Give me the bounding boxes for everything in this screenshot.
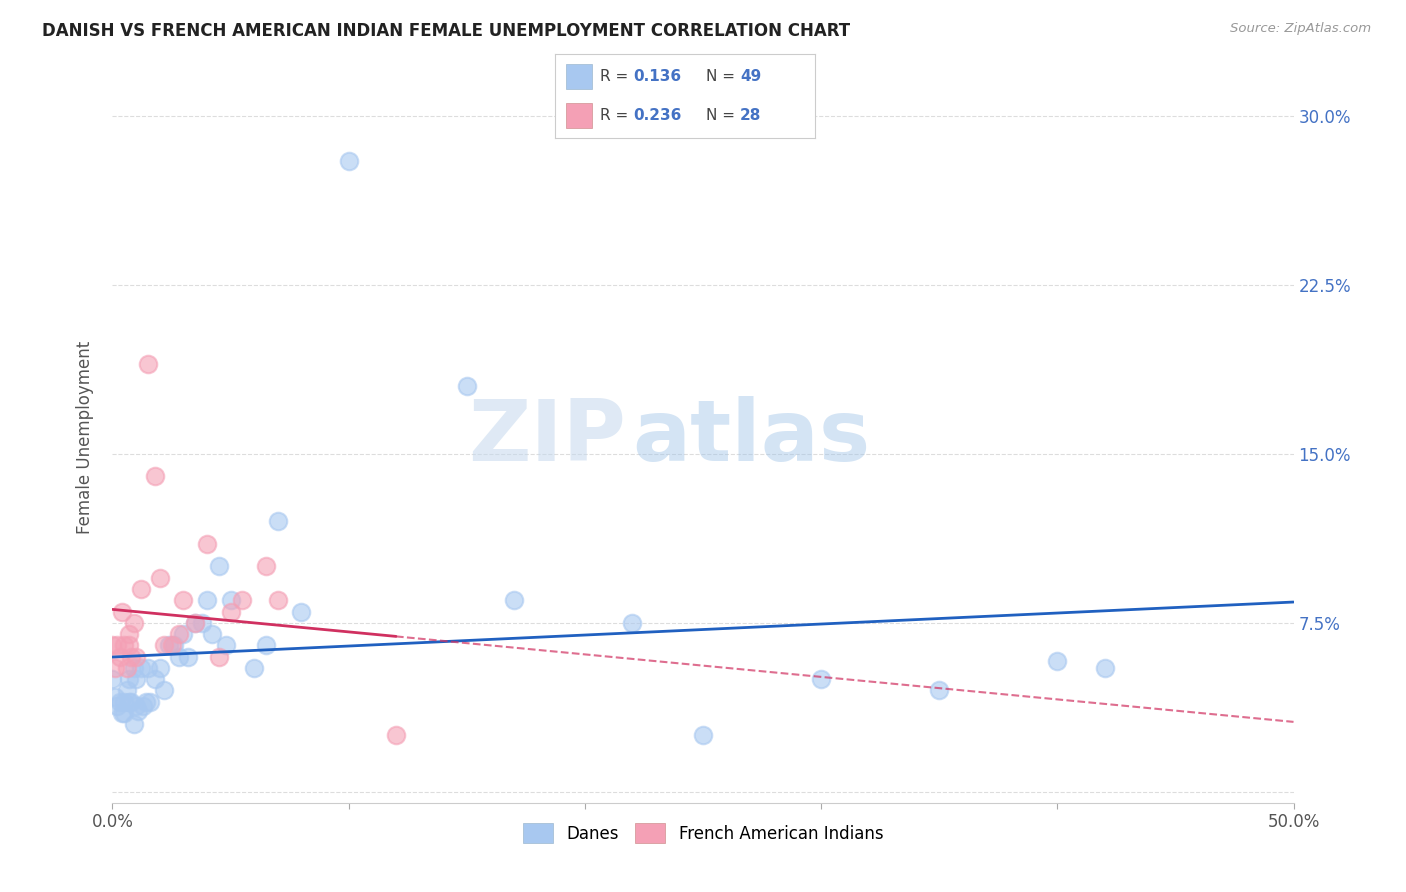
Point <box>118 694 141 708</box>
Point <box>122 615 145 630</box>
Point <box>111 605 134 619</box>
Point <box>112 694 135 708</box>
Text: 0.236: 0.236 <box>633 108 682 123</box>
Point <box>195 537 218 551</box>
Point <box>120 694 142 708</box>
Point <box>104 661 127 675</box>
Point <box>112 638 135 652</box>
Point <box>157 638 180 652</box>
Point <box>125 672 148 686</box>
Point <box>267 515 290 529</box>
Point <box>136 661 159 675</box>
Point <box>101 638 124 652</box>
Text: R =: R = <box>599 108 633 123</box>
Text: 0.136: 0.136 <box>633 69 682 84</box>
Point <box>149 661 172 675</box>
Point <box>201 627 224 641</box>
Point <box>125 649 148 664</box>
Text: R =: R = <box>599 69 633 84</box>
Legend: Danes, French American Indians: Danes, French American Indians <box>516 817 890 849</box>
Point <box>125 699 148 714</box>
Point <box>122 717 145 731</box>
Text: N =: N = <box>706 108 740 123</box>
Text: 28: 28 <box>740 108 762 123</box>
Y-axis label: Female Unemployment: Female Unemployment <box>76 341 94 533</box>
Point <box>143 672 166 686</box>
Bar <box>565 63 592 89</box>
Point <box>143 469 166 483</box>
Point <box>184 615 207 630</box>
Point <box>115 683 138 698</box>
Point <box>129 582 152 596</box>
Point <box>163 638 186 652</box>
Text: ZIP: ZIP <box>468 395 626 479</box>
Point <box>105 699 128 714</box>
Point <box>208 649 231 664</box>
Point <box>112 706 135 720</box>
Point <box>1046 654 1069 668</box>
Point <box>195 593 218 607</box>
Point <box>135 694 157 708</box>
Point <box>136 357 159 371</box>
Point <box>219 605 242 619</box>
Point <box>254 638 277 652</box>
Point <box>231 593 253 607</box>
Point <box>101 672 124 686</box>
Point <box>692 728 714 742</box>
Point <box>108 649 131 664</box>
Point <box>122 661 145 675</box>
Point <box>132 699 155 714</box>
Point <box>167 627 190 641</box>
Point <box>177 649 200 664</box>
Point <box>104 690 127 704</box>
Point <box>105 638 128 652</box>
Point <box>503 593 526 607</box>
Text: DANISH VS FRENCH AMERICAN INDIAN FEMALE UNEMPLOYMENT CORRELATION CHART: DANISH VS FRENCH AMERICAN INDIAN FEMALE … <box>42 22 851 40</box>
Point <box>172 627 194 641</box>
Point <box>254 559 277 574</box>
Point <box>184 615 207 630</box>
Point <box>290 605 312 619</box>
Point <box>267 593 290 607</box>
Text: 49: 49 <box>740 69 761 84</box>
Point <box>160 638 183 652</box>
Point <box>219 593 242 607</box>
Text: Source: ZipAtlas.com: Source: ZipAtlas.com <box>1230 22 1371 36</box>
Bar <box>565 103 592 128</box>
Point <box>810 672 832 686</box>
Point <box>621 615 644 630</box>
Point <box>120 649 142 664</box>
Point <box>153 683 176 698</box>
Point <box>153 638 176 652</box>
Point <box>139 694 162 708</box>
Point <box>456 379 478 393</box>
Point <box>208 559 231 574</box>
Point <box>167 649 190 664</box>
Point <box>928 683 950 698</box>
Point <box>337 154 360 169</box>
Point <box>129 661 152 675</box>
Point <box>108 694 131 708</box>
Point <box>191 615 214 630</box>
Point <box>172 593 194 607</box>
Point <box>115 661 138 675</box>
Text: atlas: atlas <box>633 395 870 479</box>
Text: N =: N = <box>706 69 740 84</box>
Point <box>111 706 134 720</box>
Point <box>118 672 141 686</box>
Point <box>215 638 238 652</box>
Point <box>127 704 149 718</box>
Point <box>1094 661 1116 675</box>
Point <box>118 638 141 652</box>
Point <box>118 627 141 641</box>
Point <box>243 661 266 675</box>
Point <box>385 728 408 742</box>
Point <box>149 571 172 585</box>
